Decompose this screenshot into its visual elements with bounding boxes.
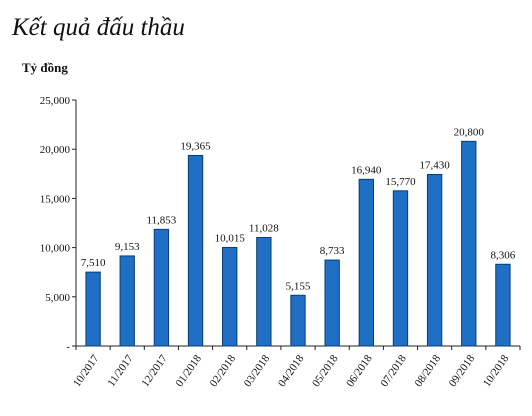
bar-value-label: 10,015 xyxy=(215,232,246,244)
bar xyxy=(290,294,306,347)
bar xyxy=(392,190,409,347)
bar xyxy=(426,173,443,347)
x-tick-label: 05/2018 xyxy=(310,352,341,389)
y-tick-label: - xyxy=(66,341,70,353)
bar xyxy=(222,246,238,347)
x-tick-label: 10/2017 xyxy=(71,352,102,389)
x-tick-label: 11/2017 xyxy=(105,352,136,388)
bar-value-label: 11,028 xyxy=(249,222,279,234)
y-tick-labels: - 5,000 10,000 15,000 20,000 25,000 xyxy=(40,95,71,353)
bar-value-label: 11,853 xyxy=(146,214,176,226)
x-tick-labels: 10/2017 11/2017 12/2017 01/2018 02/2018 03/20… xyxy=(71,352,512,389)
chart-title: Kết quả đấu thầu xyxy=(12,14,185,41)
bar-value-label: 17,430 xyxy=(419,159,450,171)
bar-value-label: 5,155 xyxy=(286,280,311,292)
x-tick-label: 12/2017 xyxy=(139,352,170,389)
bar xyxy=(256,236,272,347)
y-tick-label: 20,000 xyxy=(40,144,71,156)
bar xyxy=(119,255,135,347)
bar xyxy=(85,271,101,347)
bar-value-label: 7,510 xyxy=(81,257,106,269)
x-tick-label: 04/2018 xyxy=(276,352,307,389)
bar-value-label: 8,733 xyxy=(320,245,345,257)
bar-value-label: 15,770 xyxy=(385,176,416,188)
x-tick-label: 01/2018 xyxy=(173,352,204,389)
bar-value-label: 19,365 xyxy=(180,140,211,152)
x-tick-label: 09/2018 xyxy=(447,352,478,389)
bar xyxy=(324,259,340,347)
bar xyxy=(495,263,511,347)
x-tick-label: 02/2018 xyxy=(208,352,239,389)
bar xyxy=(461,140,477,347)
x-tick-label: 07/2018 xyxy=(378,352,409,389)
bar-value-label: 9,153 xyxy=(115,241,140,253)
x-tick-label: 08/2018 xyxy=(413,352,444,389)
bar-value-label: 20,800 xyxy=(454,126,485,138)
x-tick-label: 10/2018 xyxy=(481,352,512,389)
bar xyxy=(187,154,204,347)
bar-series xyxy=(85,140,511,347)
y-tick-label: 25,000 xyxy=(40,95,71,107)
x-tick-label: 03/2018 xyxy=(242,352,273,389)
y-tick-label: 10,000 xyxy=(40,243,71,255)
bar-value-label: 16,940 xyxy=(351,164,382,176)
bar-value-label: 8,306 xyxy=(491,249,516,261)
x-tick-label: 06/2018 xyxy=(344,352,375,389)
bar xyxy=(153,228,170,347)
bar xyxy=(358,178,374,347)
y-tick-label: 15,000 xyxy=(40,193,71,205)
y-tick-label: 5,000 xyxy=(45,292,70,304)
y-axis-unit-label: Tỷ đồng xyxy=(22,60,68,75)
